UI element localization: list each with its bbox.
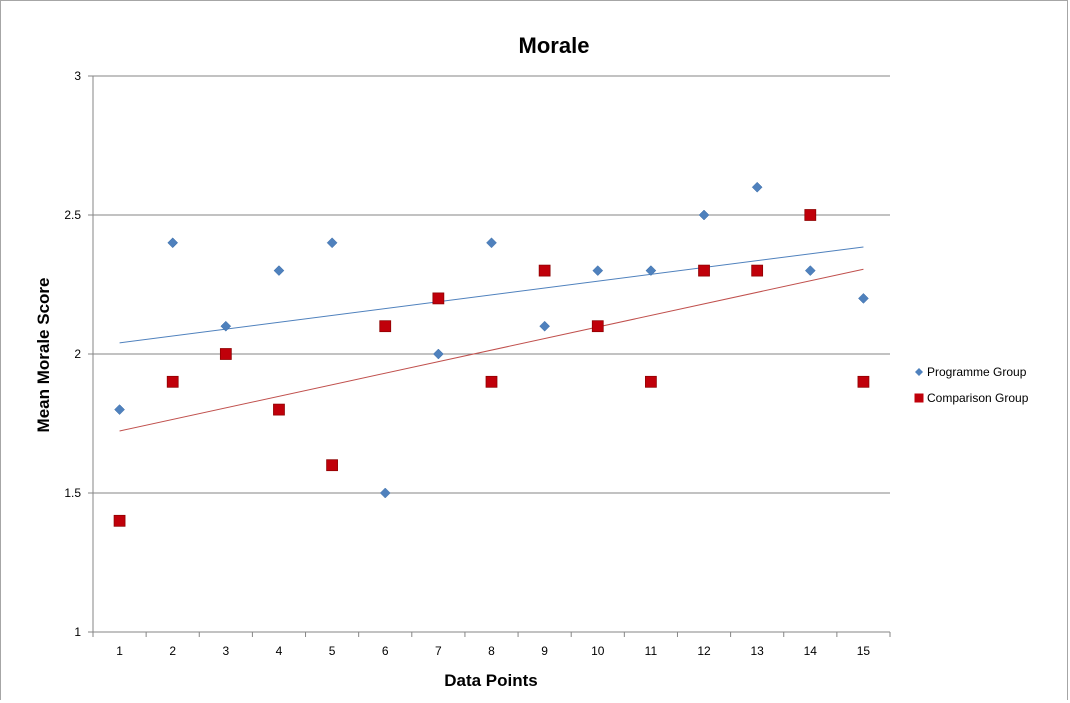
programme-group-point (804, 265, 816, 276)
data-points (113, 181, 870, 527)
comparison-group-point (219, 348, 232, 360)
x-tick-label: 5 (329, 644, 336, 658)
y-axis-title: Mean Morale Score (34, 278, 53, 433)
programme-group-point (486, 237, 497, 249)
legend-label-comparison-group: Comparison Group (927, 391, 1029, 405)
comparison-group-point (166, 375, 179, 388)
legend-marker-programme-group (915, 368, 923, 376)
programme-group-point (220, 320, 232, 332)
x-tick-label: 4 (276, 644, 283, 658)
comparison-group-point (113, 514, 126, 527)
comparison-group-point (645, 375, 657, 388)
comparison-group-point (485, 375, 498, 388)
x-tick-label: 1 (116, 644, 123, 658)
y-tick-label: 1 (74, 625, 81, 639)
legend-marker-comparison-group (914, 393, 924, 403)
comparison-group-point (432, 292, 445, 305)
x-tick-label: 12 (697, 644, 711, 658)
y-tick-label: 2 (74, 347, 81, 361)
programme-group-point (326, 237, 338, 249)
x-tick-label: 2 (169, 644, 176, 658)
x-tick-label: 13 (750, 644, 764, 658)
programme-group-point (645, 265, 657, 276)
programme-group-point (379, 487, 391, 499)
x-tick-label: 3 (222, 644, 229, 658)
legend: Programme Group Comparison Group (914, 365, 1029, 405)
comparison-group-point (379, 320, 392, 333)
programme-group-point (433, 348, 444, 360)
legend-label-programme-group: Programme Group (927, 365, 1027, 379)
x-tick-label: 9 (541, 644, 548, 658)
programme-group-point (698, 209, 710, 221)
programme-group-point (539, 320, 550, 332)
chart-title: Morale (519, 33, 590, 58)
programme-group-point (114, 404, 125, 415)
comparison-group-point (804, 209, 817, 221)
programme-group-point (858, 293, 869, 304)
y-tick-labels: 1 1.5 2 2.5 3 (64, 69, 81, 639)
comparison-group-point (273, 403, 285, 416)
comparison-group-point (857, 375, 870, 388)
gridlines (93, 75, 890, 494)
x-tick-labels: 1 2 3 4 5 6 7 8 9 10 11 12 13 14 15 (116, 644, 870, 658)
programme-group-point (592, 265, 604, 276)
x-tick-label: 7 (435, 644, 442, 658)
programme-group-point (751, 181, 763, 193)
programme-group-point (167, 237, 179, 249)
axes (88, 75, 891, 637)
y-tick-label: 1.5 (64, 486, 81, 500)
comparison-group-point (326, 459, 338, 472)
comparison-group-point (698, 264, 710, 277)
x-tick-label: 6 (382, 644, 389, 658)
x-tick-label: 15 (857, 644, 871, 658)
y-tick-label: 3 (74, 69, 81, 83)
x-tick-label: 14 (804, 644, 818, 658)
x-tick-label: 8 (488, 644, 495, 658)
trendline-comparison-group (119, 268, 864, 432)
trendline-programme-group (119, 246, 864, 344)
comparison-group-point (538, 264, 551, 277)
trendlines (119, 246, 864, 432)
y-tick-label: 2.5 (64, 208, 81, 222)
x-tick-label: 10 (591, 644, 605, 658)
comparison-group-point (591, 320, 604, 333)
comparison-group-point (751, 264, 764, 277)
programme-group-point (273, 265, 285, 276)
x-tick-label: 11 (645, 644, 658, 658)
x-axis-title: Data Points (444, 671, 538, 690)
